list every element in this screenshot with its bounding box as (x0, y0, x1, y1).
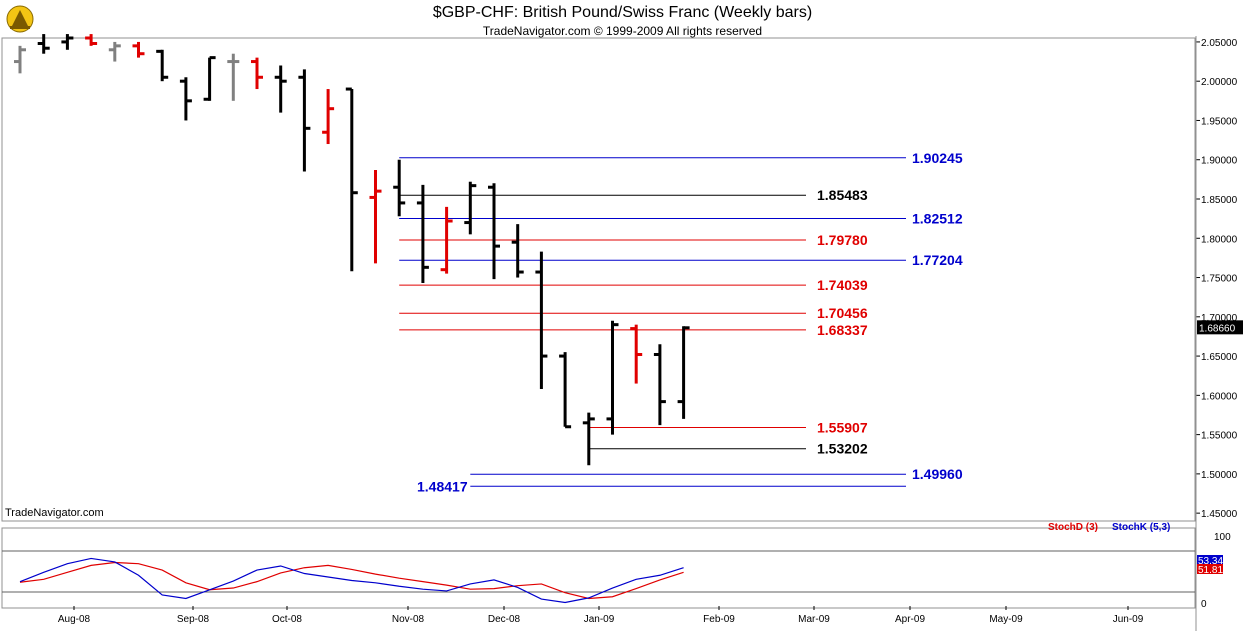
stochd-last-value: 51.81 (1198, 565, 1223, 576)
date-axis: Aug-08 Sep-08 Oct-08 Nov-08 Dec-08 Jan-09 Feb-… (2, 606, 1195, 625)
price-tick-label: 1.90000 (1201, 156, 1238, 167)
date-tick-label: Mar-09 (798, 614, 830, 625)
stoch-tick-label: 100 (1214, 532, 1231, 543)
ohlc-bars (14, 34, 690, 466)
ohlc-bar (582, 412, 595, 466)
trade-navigator-logo-icon (6, 5, 34, 33)
price-tick-label: 2.05000 (1201, 38, 1238, 49)
ohlc-bar (630, 324, 643, 384)
ohlc-bar (440, 206, 453, 274)
stochk-last-box (1197, 555, 1223, 565)
ohlc-bar (274, 65, 287, 113)
last-price-label: 1.68660 (1199, 323, 1236, 334)
ohlc-bar (61, 34, 74, 50)
price-axis: 2.05000 2.00000 1.95000 1.90000 1.85000 1.800… (1196, 38, 1243, 520)
level-label: 1.79780 (817, 232, 868, 248)
ohlc-bar (203, 56, 216, 101)
support-resistance-levels: 1.90245 1.85483 1.82512 1.79780 1.77204 1.740… (399, 150, 963, 494)
price-tick-label: 1.65000 (1201, 352, 1238, 363)
ohlc-bar (108, 41, 121, 62)
stochk-last-value: 53.34 (1198, 556, 1223, 567)
date-tick-label: Nov-08 (392, 614, 425, 625)
price-tick-label: 1.85000 (1201, 195, 1238, 206)
ohlc-bar (156, 49, 169, 82)
ohlc-bar (488, 183, 500, 280)
price-panel-frame (1, 37, 1196, 522)
stoch-tick-label: 0 (1201, 599, 1207, 610)
stoch-legend-item: StochK (5,3) (1112, 522, 1170, 533)
date-tick-label: Jun-09 (1113, 614, 1144, 625)
date-tick-label: Feb-09 (703, 614, 735, 625)
price-tick-label: 1.50000 (1201, 470, 1238, 481)
date-tick-label: Oct-08 (272, 614, 302, 625)
price-tick-label: 1.70000 (1201, 313, 1238, 324)
date-tick-label: Dec-08 (488, 614, 521, 625)
price-tick-label: 1.55000 (1201, 431, 1238, 442)
ohlc-bar (606, 320, 619, 435)
ohlc-bar (369, 169, 382, 264)
level-label: 1.53202 (817, 441, 868, 457)
date-tick-label: Jan-09 (584, 614, 615, 625)
price-tick-label: 1.75000 (1201, 274, 1238, 285)
level-label: 1.74039 (817, 277, 868, 293)
watermark-text: TradeNavigator.com (5, 507, 104, 519)
last-price-box (1197, 320, 1243, 335)
ohlc-bar (179, 77, 192, 121)
ohlc-bar (393, 159, 406, 217)
price-tick-label: 1.95000 (1201, 116, 1238, 127)
stoch-legend-item: StochD (3) (1048, 522, 1098, 533)
price-tick-label: 1.60000 (1201, 391, 1238, 402)
ohlc-bar (345, 87, 358, 272)
level-label: 1.85483 (817, 187, 868, 203)
ohlc-bar (464, 181, 477, 235)
level-label: 1.55907 (817, 419, 868, 435)
ohlc-bar (677, 326, 690, 419)
price-tick-label: 1.80000 (1201, 234, 1238, 245)
level-label: 1.70456 (817, 305, 868, 321)
ohlc-bar (511, 224, 524, 278)
price-tick-label: 2.00000 (1201, 77, 1238, 88)
chart-title: $GBP-CHF: British Pound/Swiss Franc (Wee… (432, 4, 813, 21)
ohlc-bar (37, 34, 50, 54)
date-tick-label: Aug-08 (58, 614, 91, 625)
level-label: 1.48417 (417, 478, 468, 494)
ohlc-bar (653, 344, 666, 426)
ohlc-bar (85, 34, 98, 46)
price-panel (1, 36, 1197, 631)
date-tick-label: Sep-08 (177, 614, 210, 625)
date-tick-label: Apr-09 (895, 614, 925, 625)
stoch-line (19, 557, 684, 604)
level-label: 1.90245 (912, 150, 963, 166)
ohlc-bar (535, 251, 548, 390)
ohlc-bar (227, 53, 240, 101)
ohlc-bar (132, 41, 145, 58)
price-tick-label: 1.45000 (1201, 509, 1238, 520)
ohlc-bar (14, 45, 26, 74)
ohlc-bar (559, 352, 572, 429)
stoch-line (19, 561, 684, 600)
level-label: 1.82512 (912, 211, 963, 227)
level-label: 1.77204 (912, 252, 963, 268)
chart-copyright: TradeNavigator.com © 1999-2009 All right… (482, 24, 763, 38)
ohlc-bar (322, 89, 335, 145)
stochastic-frame (1, 527, 1196, 609)
stochd-last-box (1197, 564, 1223, 574)
level-label: 1.68337 (817, 322, 868, 338)
ohlc-bar (416, 184, 429, 284)
ohlc-bar (298, 69, 311, 172)
level-label: 1.49960 (912, 466, 963, 482)
date-tick-label: May-09 (989, 614, 1023, 625)
ohlc-bar (251, 57, 263, 90)
